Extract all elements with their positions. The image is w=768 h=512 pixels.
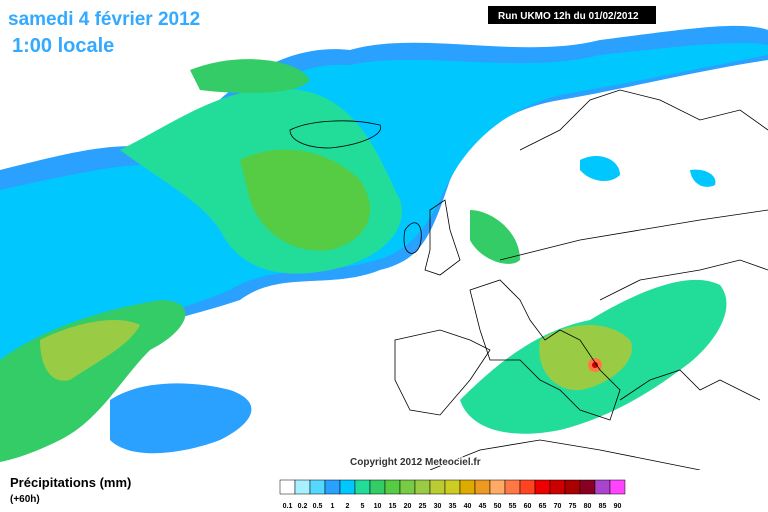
legend-swatch	[504, 479, 521, 495]
footer-lead: (+60h)	[10, 494, 40, 505]
legend-label: 15	[389, 503, 397, 510]
legend-label: 25	[419, 503, 427, 510]
legend-label: 0.1	[283, 503, 293, 510]
legend-label: 45	[479, 503, 487, 510]
legend: 0.1 0.2 0.5 1 2 5 10 15 20 25 30 35 40 45 50 55 60 65 70 75…	[279, 479, 626, 510]
footer-title: Précipitations (mm)	[10, 475, 131, 490]
legend-label: 0.5	[313, 503, 323, 510]
legend-swatch	[444, 479, 461, 495]
legend-label: 1	[331, 503, 335, 510]
legend-swatch	[324, 479, 341, 495]
legend-swatch	[309, 479, 326, 495]
date-title: samedi 4 février 2012	[8, 9, 200, 30]
legend-swatch	[519, 479, 536, 495]
legend-label: 35	[449, 503, 457, 510]
legend-label: 20	[404, 503, 412, 510]
legend-label: 85	[599, 503, 607, 510]
time-title: 1:00 locale	[12, 35, 114, 57]
legend-swatch	[339, 479, 356, 495]
legend-label: 0.2	[298, 503, 308, 510]
legend-label: 75	[569, 503, 577, 510]
legend-swatch	[414, 479, 431, 495]
legend-swatch	[549, 479, 566, 495]
legend-label: 70	[554, 503, 562, 510]
legend-swatch	[294, 479, 311, 495]
legend-swatch	[459, 479, 476, 495]
legend-label: 40	[464, 503, 472, 510]
legend-label: 80	[584, 503, 592, 510]
legend-swatch	[474, 479, 491, 495]
legend-swatch	[594, 479, 611, 495]
legend-label: 5	[361, 503, 365, 510]
run-label: Run UKMO 12h du 01/02/2012	[498, 11, 639, 22]
legend-swatch	[429, 479, 446, 495]
legend-swatch	[369, 479, 386, 495]
legend-swatch	[609, 479, 626, 495]
legend-label: 30	[434, 503, 442, 510]
legend-swatch	[384, 479, 401, 495]
legend-label: 50	[494, 503, 502, 510]
legend-swatch	[399, 479, 416, 495]
legend-swatch	[534, 479, 551, 495]
legend-swatch	[564, 479, 581, 495]
copyright: Copyright 2012 Meteociel.fr	[350, 457, 481, 468]
legend-swatch	[354, 479, 371, 495]
run-box	[488, 6, 656, 24]
legend-label: 2	[346, 503, 350, 510]
legend-swatch	[579, 479, 596, 495]
legend-label: 60	[524, 503, 532, 510]
legend-swatch	[279, 479, 296, 495]
coastlines	[289, 89, 768, 471]
precipitation-field	[0, 25, 768, 462]
legend-label: 55	[509, 503, 517, 510]
legend-swatch	[489, 479, 506, 495]
legend-label: 10	[374, 503, 382, 510]
legend-label: 65	[539, 503, 547, 510]
legend-label: 90	[614, 503, 622, 510]
